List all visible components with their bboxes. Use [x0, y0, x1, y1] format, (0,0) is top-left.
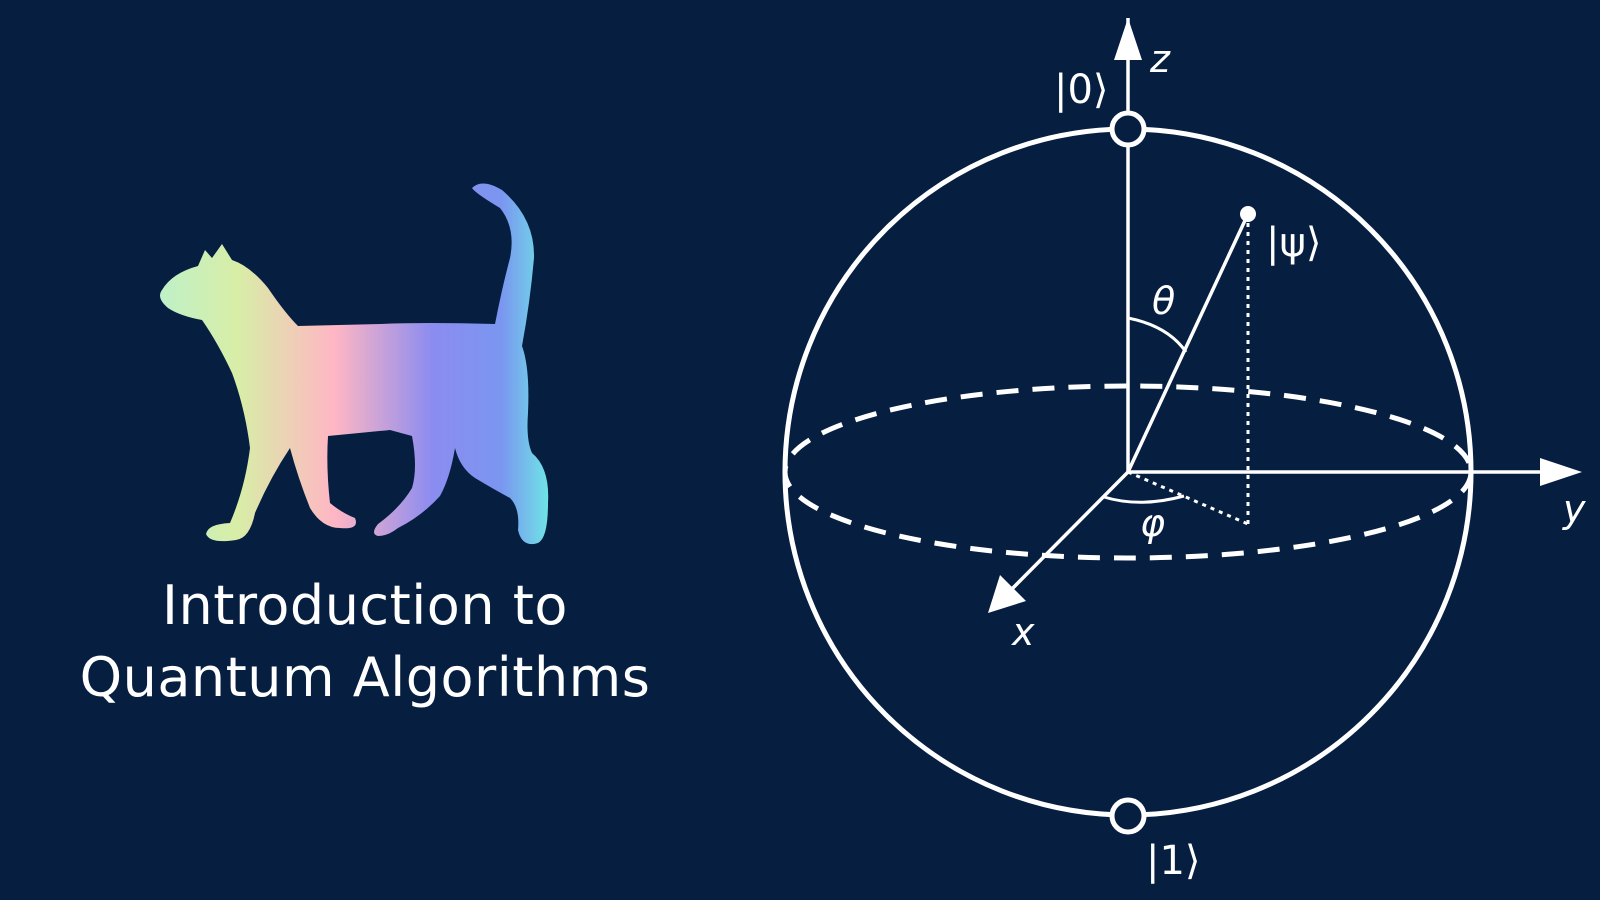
theta-label: θ	[1152, 279, 1175, 323]
one-state-label: |1⟩	[1146, 838, 1201, 884]
phi-arc	[1103, 494, 1185, 504]
phi-label: φ	[1140, 501, 1165, 545]
psi-vector	[1126, 213, 1250, 473]
title-line-2: Quantum Algorithms	[79, 646, 651, 709]
z-axis-label: z	[1149, 37, 1171, 81]
cat-illustration	[150, 178, 570, 568]
z-axis-arrowhead	[1114, 18, 1142, 60]
zero-state-label: |0⟩	[1054, 67, 1109, 113]
x-axis-label: x	[1011, 610, 1035, 654]
slide-title: Introduction to Quantum Algorithms	[40, 570, 690, 714]
y-axis-label: y	[1562, 487, 1586, 531]
theta-arc	[1127, 316, 1188, 353]
zero-state-marker	[1109, 110, 1147, 148]
y-axis-arrowhead	[1540, 458, 1582, 486]
x-axis-arrowhead	[988, 575, 1026, 613]
cat-silhouette-icon	[160, 183, 549, 545]
x-axis	[1001, 470, 1130, 600]
psi-projection-horizontal	[1127, 470, 1249, 526]
title-line-1: Introduction to	[162, 574, 568, 637]
psi-state-label: |ψ⟩	[1266, 220, 1321, 266]
one-state-marker	[1109, 797, 1147, 835]
